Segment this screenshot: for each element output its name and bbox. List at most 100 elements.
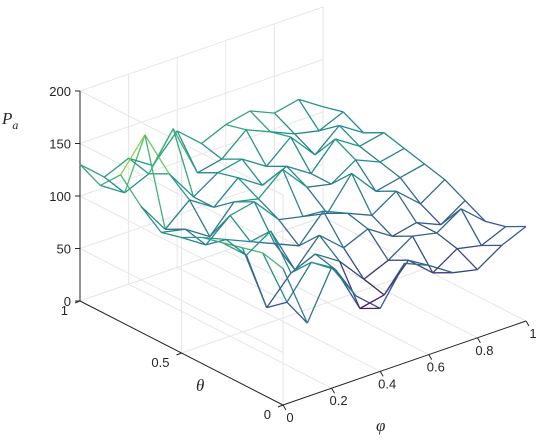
mesh-segment (242, 247, 263, 254)
mesh-segment (205, 238, 227, 246)
back-wall-grid-line (79, 164, 324, 249)
mesh-segment (330, 159, 357, 185)
mesh-segment (428, 264, 454, 274)
mesh-segment (257, 198, 280, 221)
mesh-segment (250, 110, 275, 114)
left-wall-grid-line (79, 248, 284, 353)
mesh-segment (290, 261, 312, 274)
mesh-segment (330, 172, 352, 185)
mesh-segment (343, 228, 369, 249)
mesh-segment (245, 254, 268, 308)
mesh-segment (391, 222, 417, 237)
mesh-segment (420, 179, 446, 205)
mesh-segment (164, 199, 191, 230)
mesh-segment (140, 205, 162, 233)
mesh-segment (120, 174, 142, 207)
mesh-segment (432, 248, 458, 274)
mesh-segment (481, 226, 507, 247)
mesh-segment (103, 176, 125, 194)
mesh-segment (318, 124, 340, 132)
mesh-segment (314, 125, 340, 156)
mesh-segment (225, 238, 247, 256)
x-tick-label: 0 (286, 410, 293, 425)
mesh-segment (270, 230, 292, 274)
mesh-segment (335, 138, 360, 147)
mesh-segment (128, 157, 150, 175)
mesh-segment (456, 248, 478, 271)
mesh-segment (310, 138, 336, 174)
mesh-segment (100, 184, 125, 194)
mesh-segment (161, 228, 186, 234)
mesh-segment (416, 221, 441, 226)
mesh-segment (411, 235, 434, 274)
back-wall-grid-line (79, 216, 324, 302)
mesh-segment (250, 240, 275, 245)
mesh-segment (217, 172, 239, 179)
mesh-segment (453, 268, 478, 274)
mesh-segment (250, 230, 272, 243)
mesh-segment (298, 99, 320, 132)
y-tick-label: 0 (264, 407, 271, 422)
mesh-segment (351, 172, 377, 192)
mesh-segment (229, 201, 255, 216)
mesh-segment (342, 111, 365, 134)
mesh-segment (311, 261, 332, 269)
x-tick-label: 0.4 (378, 376, 396, 391)
mesh-segment (359, 145, 381, 163)
mesh-segment (379, 147, 405, 163)
x-tick-label: 1 (529, 326, 536, 341)
mesh-segment (424, 163, 446, 181)
mesh-segment (387, 235, 413, 261)
mesh-segment (286, 301, 308, 324)
mesh-segment (237, 177, 259, 200)
x-tick-label: 0.2 (330, 393, 348, 408)
mesh-segment (339, 261, 361, 309)
left-wall-grid-line (79, 195, 284, 301)
mesh-segment (266, 301, 288, 309)
y-tick-label: 1 (61, 303, 68, 318)
x-tick-mark (525, 320, 530, 327)
x-tick-mark (379, 371, 384, 377)
mesh-segment (501, 225, 527, 246)
mesh-segment (363, 278, 385, 296)
mesh-segment (294, 130, 320, 135)
mesh-segment (120, 134, 146, 176)
x-axis-line (282, 320, 527, 406)
mesh-segment (189, 199, 214, 208)
mesh-segment (359, 294, 385, 310)
mesh-segment (298, 98, 324, 108)
mesh-segment (412, 232, 437, 237)
mesh-segment (375, 177, 401, 192)
mesh-segment (408, 259, 434, 274)
mesh-segment (274, 98, 300, 114)
mesh-segment (306, 183, 332, 188)
mesh-segment (343, 247, 365, 280)
mesh-segment (403, 147, 425, 165)
mesh-segment (273, 112, 296, 135)
x-tick-mark (428, 354, 433, 360)
mesh-segment (197, 158, 223, 174)
mesh-segment (318, 111, 344, 132)
mesh-segment (201, 124, 227, 145)
mesh-segment (359, 132, 385, 147)
mesh-segment (257, 168, 284, 200)
mesh-segment (246, 129, 271, 133)
mesh-segment (193, 196, 215, 208)
mesh-segment (245, 230, 272, 256)
mesh-segment (294, 133, 316, 156)
x-tick-mark (331, 387, 336, 394)
mesh-segment (79, 163, 105, 178)
mesh-segment (436, 232, 458, 250)
mesh-segment (444, 179, 466, 202)
mesh-segment (485, 220, 506, 228)
mesh-segment (367, 228, 389, 261)
mesh-segment (334, 138, 357, 161)
mesh-segment (168, 173, 191, 201)
mesh-segment (420, 203, 442, 226)
mesh-segment (209, 201, 235, 237)
mesh-segment (103, 157, 129, 178)
mesh-segment (241, 158, 267, 168)
mesh-segment (290, 136, 312, 174)
mesh-segment (282, 169, 304, 217)
